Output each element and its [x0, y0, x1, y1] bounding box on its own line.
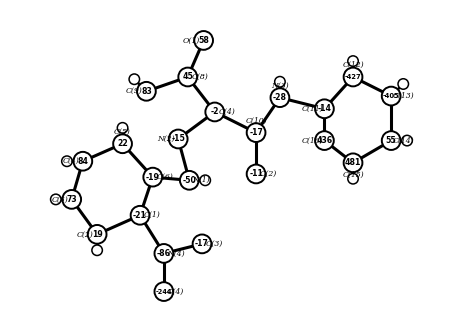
Circle shape	[348, 56, 358, 66]
Text: -17: -17	[195, 239, 209, 248]
Circle shape	[402, 135, 412, 146]
Circle shape	[143, 168, 162, 187]
Text: C(11): C(11)	[301, 105, 323, 113]
Text: O(3): O(3)	[205, 240, 223, 248]
Text: -427: -427	[345, 74, 361, 80]
Text: C(4): C(4)	[63, 157, 79, 165]
Circle shape	[246, 123, 265, 142]
Text: -86: -86	[157, 249, 171, 258]
Circle shape	[348, 174, 358, 184]
Text: C(16): C(16)	[301, 136, 323, 144]
Circle shape	[169, 129, 188, 148]
Circle shape	[271, 88, 289, 107]
Text: C(10): C(10)	[245, 117, 267, 125]
Text: 84: 84	[77, 157, 88, 166]
Circle shape	[178, 68, 197, 86]
Circle shape	[192, 234, 211, 253]
Text: -21: -21	[133, 211, 147, 220]
Circle shape	[92, 245, 102, 256]
Text: C(8): C(8)	[191, 73, 208, 81]
Text: 83: 83	[141, 87, 152, 96]
Text: 22: 22	[117, 139, 128, 148]
Circle shape	[117, 123, 128, 133]
Circle shape	[398, 79, 409, 89]
Circle shape	[194, 31, 213, 50]
Text: -2: -2	[210, 108, 219, 117]
Text: C(6): C(6)	[156, 173, 173, 181]
Text: N(2): N(2)	[157, 135, 175, 143]
Circle shape	[344, 153, 363, 172]
Text: N(1): N(1)	[192, 176, 210, 184]
Text: O(1): O(1)	[183, 37, 201, 44]
Text: 436: 436	[316, 136, 332, 145]
Circle shape	[180, 171, 199, 190]
Text: C(12): C(12)	[342, 61, 364, 69]
Circle shape	[200, 175, 210, 186]
Circle shape	[344, 68, 363, 86]
Circle shape	[246, 165, 265, 183]
Circle shape	[315, 131, 334, 150]
Text: C(9): C(9)	[126, 87, 143, 95]
Text: 55: 55	[386, 136, 397, 145]
Text: -11: -11	[249, 169, 263, 178]
Circle shape	[62, 156, 72, 166]
Text: 19: 19	[92, 230, 102, 239]
Circle shape	[113, 134, 132, 153]
Circle shape	[382, 131, 401, 150]
Text: C(3): C(3)	[51, 195, 68, 204]
Circle shape	[315, 99, 334, 118]
Text: -405: -405	[383, 93, 400, 99]
Text: O(4): O(4)	[167, 288, 184, 295]
Text: 481: 481	[345, 158, 361, 167]
Text: C(14): C(14)	[392, 136, 414, 144]
Text: -50: -50	[182, 176, 196, 185]
Text: -19: -19	[146, 173, 160, 182]
Text: C(1): C(1)	[144, 211, 160, 219]
Text: C(5): C(5)	[114, 128, 131, 136]
Circle shape	[274, 76, 285, 87]
Text: O(2): O(2)	[259, 170, 277, 178]
Circle shape	[129, 74, 139, 84]
Circle shape	[155, 282, 173, 301]
Text: -17: -17	[249, 128, 263, 137]
Text: -244: -244	[155, 289, 172, 294]
Circle shape	[131, 206, 149, 225]
Text: -28: -28	[273, 93, 287, 102]
Text: C(2): C(2)	[77, 230, 93, 238]
Text: 45: 45	[182, 72, 193, 81]
Text: C(4): C(4)	[219, 108, 235, 116]
Circle shape	[51, 194, 61, 205]
Circle shape	[205, 103, 224, 121]
Circle shape	[137, 82, 156, 101]
Text: C(15): C(15)	[342, 171, 364, 179]
Text: N(3): N(3)	[271, 82, 289, 90]
Text: N(4): N(4)	[167, 249, 184, 257]
Circle shape	[88, 225, 107, 244]
Circle shape	[155, 244, 173, 263]
Circle shape	[73, 152, 92, 171]
Circle shape	[62, 190, 81, 209]
Text: -15: -15	[171, 134, 185, 143]
Text: 58: 58	[198, 36, 209, 45]
Circle shape	[382, 87, 401, 106]
Text: -14: -14	[318, 104, 331, 113]
Text: C(13): C(13)	[392, 92, 414, 100]
Text: 73: 73	[66, 195, 77, 204]
